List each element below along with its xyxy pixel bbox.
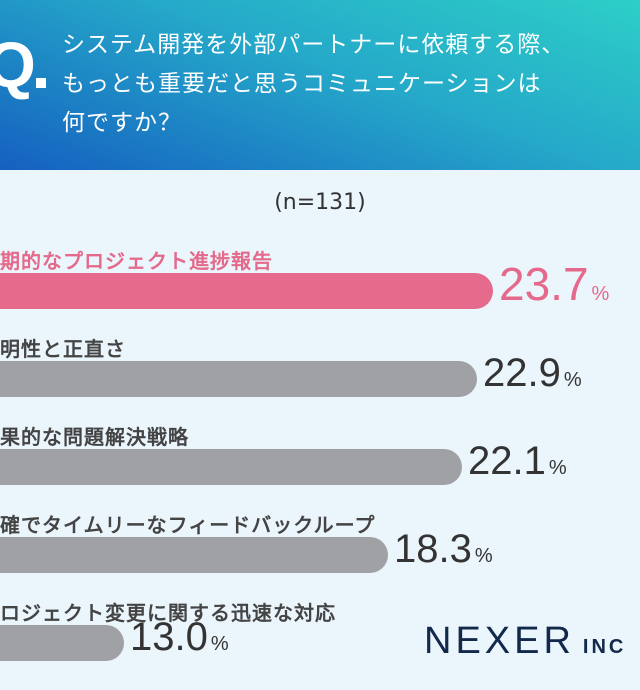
question-text: システム開発を外部パートナーに依頼する際、 もっとも重要だと思うコミュニケーショ…: [62, 32, 566, 136]
bar-label: 果的な問題解決戦略: [0, 425, 189, 449]
logo-name: NEXER: [424, 620, 575, 662]
sample-size: (n=131): [274, 190, 366, 215]
bar-row: 明性と正直さ 22.9%: [0, 333, 640, 423]
value-label: 22.9%: [483, 351, 582, 396]
bar: [0, 361, 477, 397]
bar: [0, 449, 462, 485]
nexer-logo: NEXER INC: [424, 620, 626, 663]
value-unit: %: [548, 457, 567, 479]
value-unit: %: [210, 633, 229, 655]
value-label: 22.1%: [468, 439, 567, 484]
bar: [0, 537, 388, 573]
bar: [0, 273, 493, 309]
bar: [0, 625, 124, 661]
value-number: 23.7: [499, 258, 589, 310]
bar-label: ロジェクト変更に関する迅速な対応: [0, 601, 336, 625]
value-unit: %: [474, 545, 493, 567]
value-number: 22.1: [468, 439, 546, 483]
value-label: 23.7%: [499, 257, 609, 311]
value-label: 13.0%: [130, 615, 229, 660]
q-mark: Q: [0, 29, 36, 101]
bar-row: 期的なプロジェクト進捗報告 23.7%: [0, 245, 640, 335]
value-label: 18.3%: [394, 527, 493, 572]
value-number: 18.3: [394, 527, 472, 571]
bar-label: 期的なプロジェクト進捗報告: [0, 249, 273, 273]
bar-row: 確でタイムリーなフィードバックループ 18.3%: [0, 509, 640, 599]
q-dot: [36, 78, 46, 88]
bar-row: 果的な問題解決戦略 22.1%: [0, 421, 640, 511]
bar-row: ロジェクト変更に関する迅速な対応 13.0%: [0, 597, 640, 687]
value-unit: %: [591, 283, 610, 305]
question-header: Q システム開発を外部パートナーに依頼する際、 もっとも重要だと思うコミュニケー…: [0, 0, 640, 170]
logo-suffix: INC: [582, 636, 627, 658]
value-number: 22.9: [483, 351, 561, 395]
bar-label: 確でタイムリーなフィードバックループ: [0, 513, 376, 537]
value-unit: %: [563, 369, 582, 391]
bar-label: 明性と正直さ: [0, 337, 126, 361]
value-number: 13.0: [130, 615, 208, 659]
